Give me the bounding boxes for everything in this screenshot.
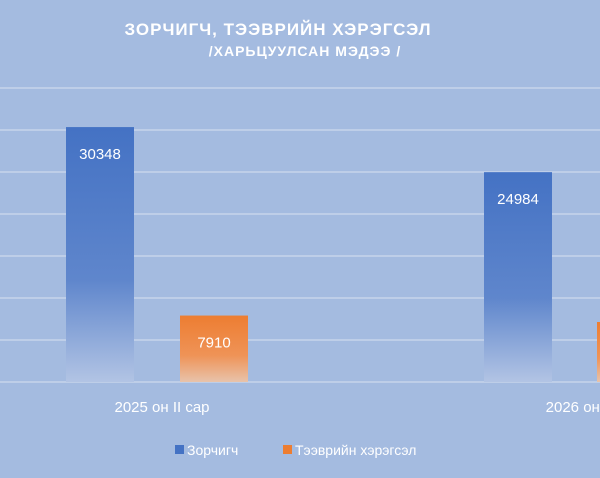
data-label: 30348 [79,146,121,163]
data-labels: 30348 24984 7910 [79,146,539,351]
bar-passengers-0 [66,127,134,382]
category-label: 2025 он II сар [114,399,209,416]
legend-label: Тээврийн хэрэгсэл [295,442,416,458]
data-label: 24984 [497,191,539,208]
category-labels: 2025 он II сар 2026 он II [114,399,600,416]
legend-label: Зорчигч [187,442,238,458]
bars [66,127,600,382]
bar-passengers-1 [484,172,552,382]
legend-swatch [283,445,292,454]
bar-vehicles-1-cropped [597,322,600,382]
bar-vehicles-0 [180,315,248,382]
chart-subtitle: /ХАРЬЦУУЛСАН МЭДЭЭ / [209,43,402,59]
legend-swatch [175,445,184,454]
legend: Зорчигч Тээврийн хэрэгсэл [175,442,416,458]
category-label: 2026 он II [546,399,600,416]
chart-title: ЗОРЧИГЧ, ТЭЭВРИЙН ХЭРЭГСЭЛ [124,20,431,39]
data-label: 7910 [197,335,230,352]
